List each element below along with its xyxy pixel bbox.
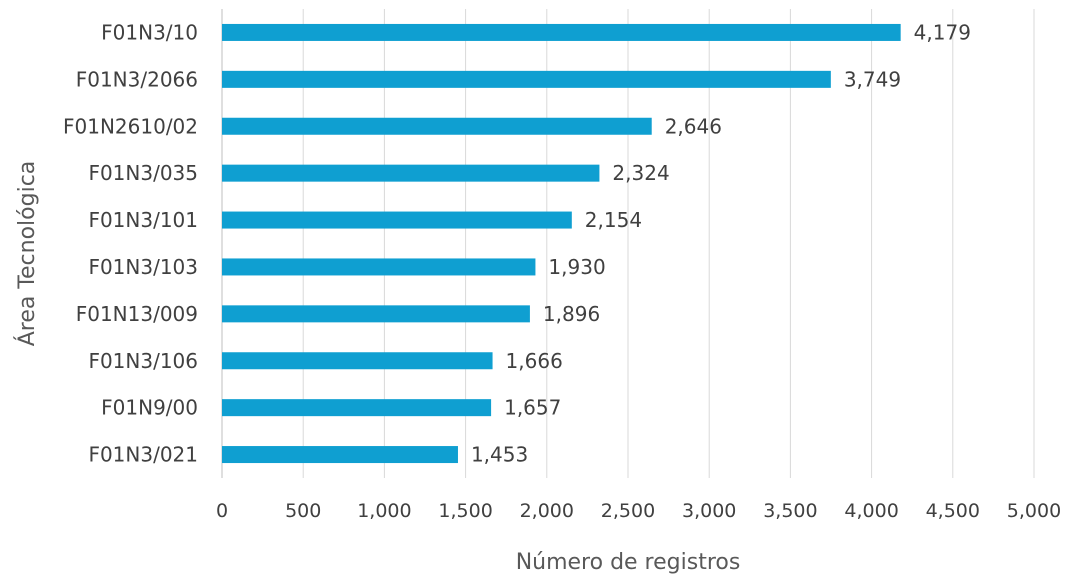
x-tick-label: 5,000 [1007, 500, 1061, 522]
bar [222, 258, 536, 276]
x-tick-label: 2,000 [520, 500, 574, 522]
data-label: 2,646 [665, 114, 722, 138]
bar [222, 70, 831, 88]
x-tick-label: 3,000 [682, 500, 736, 522]
x-tick-label: 500 [285, 500, 321, 522]
category-label: F01N3/103 [88, 255, 198, 279]
category-label: F01N2610/02 [63, 114, 198, 138]
category-label: F01N3/021 [88, 443, 198, 467]
bar [222, 117, 652, 135]
data-label: 1,896 [543, 302, 600, 326]
x-tick-label: 1,000 [357, 500, 411, 522]
x-tick-label: 0 [216, 500, 228, 522]
data-label: 4,179 [914, 20, 971, 44]
x-axis-title: Número de registros [516, 550, 741, 575]
label-layer: 0 500 1,000 1,500 2,000 2,500 3,000 3,500 4,000 4… [63, 20, 1061, 522]
data-label: 1,657 [504, 396, 561, 420]
bar [222, 446, 458, 464]
category-label: F01N3/2066 [76, 67, 198, 91]
bar [222, 352, 493, 370]
bar [222, 211, 572, 229]
y-axis-title: Área Tecnológica [14, 161, 40, 347]
x-tick-label: 4,500 [926, 500, 980, 522]
data-label: 1,666 [506, 349, 563, 373]
data-label: 1,930 [548, 255, 605, 279]
x-tick-label: 2,500 [601, 500, 655, 522]
x-tick-label: 1,500 [438, 500, 492, 522]
data-label: 2,154 [585, 208, 642, 232]
data-label: 3,749 [844, 67, 901, 91]
category-label: F01N3/10 [101, 20, 198, 44]
category-label: F01N3/035 [88, 161, 198, 185]
bar [222, 399, 492, 417]
bar [222, 164, 600, 182]
x-tick-label: 4,000 [844, 500, 898, 522]
x-tick-label: 3,500 [763, 500, 817, 522]
bar [222, 305, 530, 323]
category-label: F01N3/101 [88, 208, 198, 232]
category-label: F01N9/00 [101, 396, 198, 420]
data-label: 1,453 [471, 443, 528, 467]
category-label: F01N3/106 [88, 349, 198, 373]
bar [222, 23, 901, 41]
category-label: F01N13/009 [76, 302, 198, 326]
data-label: 2,324 [612, 161, 669, 185]
bar-layer [222, 23, 901, 464]
